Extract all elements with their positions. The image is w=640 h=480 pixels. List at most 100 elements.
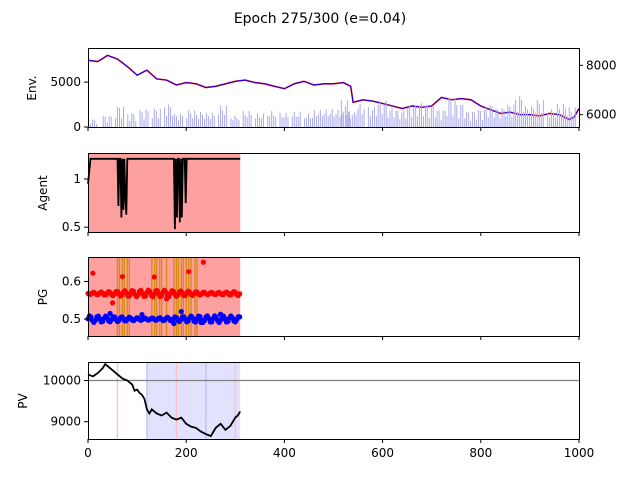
volume-bar xyxy=(262,113,264,127)
volume-bar xyxy=(369,116,371,127)
volume-bar xyxy=(377,104,379,127)
volume-bar xyxy=(218,114,220,127)
volume-bar xyxy=(524,106,526,127)
volume-bar xyxy=(405,118,407,127)
volume-bar xyxy=(285,112,287,127)
volume-bar xyxy=(348,111,350,127)
volume-bar xyxy=(256,113,258,127)
volume-bar xyxy=(403,110,405,127)
volume-bar xyxy=(428,117,430,127)
volume-bar xyxy=(415,105,417,127)
volume-bar xyxy=(397,110,399,127)
volume-bar xyxy=(407,107,409,127)
volume-bar xyxy=(347,111,349,127)
volume-bar xyxy=(379,100,381,127)
volume-bar xyxy=(564,108,566,127)
volume-bar xyxy=(155,110,157,127)
volume-bar xyxy=(196,114,198,127)
volume-bar xyxy=(349,118,351,127)
volume-bar xyxy=(411,117,413,127)
volume-bar xyxy=(168,104,170,127)
volume-bar xyxy=(131,113,133,127)
pg-point xyxy=(163,296,170,302)
volume-bar xyxy=(181,115,183,127)
volume-bar xyxy=(281,117,283,127)
pv-series-line xyxy=(87,362,241,438)
volume-bar xyxy=(188,110,190,127)
price-line-blue xyxy=(87,54,580,121)
volume-bar xyxy=(534,112,536,127)
volume-bar xyxy=(202,114,204,127)
volume-bar xyxy=(458,118,460,127)
volume-bar xyxy=(224,114,226,127)
volume-bar xyxy=(432,105,434,127)
volume-bar xyxy=(159,108,161,127)
volume-bar xyxy=(230,118,232,127)
env-plot-area xyxy=(87,54,580,127)
volume-bar xyxy=(121,118,123,127)
volume-bar xyxy=(143,119,145,127)
pv-xtick-label: 800 xyxy=(469,446,492,460)
volume-bar xyxy=(493,117,495,127)
pg-ytick-label: 0.6 xyxy=(62,274,81,288)
pv-ylabel: PV xyxy=(16,392,30,408)
volume-bar xyxy=(310,118,312,127)
volume-bar xyxy=(375,116,377,127)
volume-bar xyxy=(275,116,277,127)
pg-point xyxy=(217,311,224,317)
volume-bar xyxy=(536,99,538,127)
pg-panel: PG 0.5 0.6 xyxy=(36,257,580,340)
volume-bar xyxy=(499,118,501,127)
pg-point xyxy=(171,320,177,327)
volume-bar xyxy=(381,113,383,127)
volume-bar xyxy=(495,108,497,127)
env-panel: Env. 0 5000 6000 8000 xyxy=(25,48,617,134)
volume-bar xyxy=(416,116,418,127)
volume-bar xyxy=(491,106,493,127)
volume-bar xyxy=(470,120,472,127)
volume-bar xyxy=(119,107,121,127)
volume-bar xyxy=(547,112,549,127)
volume-bar xyxy=(287,117,289,127)
volume-bar xyxy=(464,118,466,127)
volume-bar xyxy=(102,116,104,127)
volume-bar xyxy=(553,112,555,127)
volume-bar xyxy=(456,105,458,127)
volume-bar xyxy=(436,110,438,127)
env-ytick-right-label: 6000 xyxy=(586,108,617,122)
volume-bar xyxy=(248,110,250,127)
volume-bar xyxy=(164,107,166,127)
volume-bar xyxy=(238,120,240,127)
volume-bar xyxy=(175,115,177,127)
pv-panel: PV 9000 10000 0 200 400 600 800 1000 xyxy=(16,362,594,460)
volume-bar xyxy=(351,115,353,127)
volume-bar xyxy=(222,110,224,127)
pg-point xyxy=(139,311,145,318)
volume-bar xyxy=(236,118,238,127)
volume-bar xyxy=(246,117,248,127)
volume-bar xyxy=(503,109,505,127)
volume-bar xyxy=(260,118,262,127)
volume-bar xyxy=(335,114,337,127)
volume-bar xyxy=(207,115,209,127)
volume-bar xyxy=(205,112,207,127)
volume-bar xyxy=(474,112,476,127)
volume-bar xyxy=(92,119,93,127)
volume-bar xyxy=(519,95,521,127)
pg-point xyxy=(200,259,206,265)
volume-bar xyxy=(242,110,244,127)
volume-bar xyxy=(505,116,507,127)
volume-bar xyxy=(194,110,196,127)
volume-bar xyxy=(391,107,393,127)
agent-plot-area xyxy=(87,153,241,232)
agent-series-line xyxy=(87,157,241,230)
volume-bar xyxy=(346,100,348,127)
volume-bar xyxy=(321,116,323,127)
volume-bar xyxy=(110,116,112,127)
volume-bar xyxy=(371,110,373,127)
volume-bar xyxy=(315,116,317,127)
volume-bar xyxy=(560,114,562,127)
volume-bar xyxy=(430,106,432,127)
env-ytick-label: 5000 xyxy=(50,75,81,89)
